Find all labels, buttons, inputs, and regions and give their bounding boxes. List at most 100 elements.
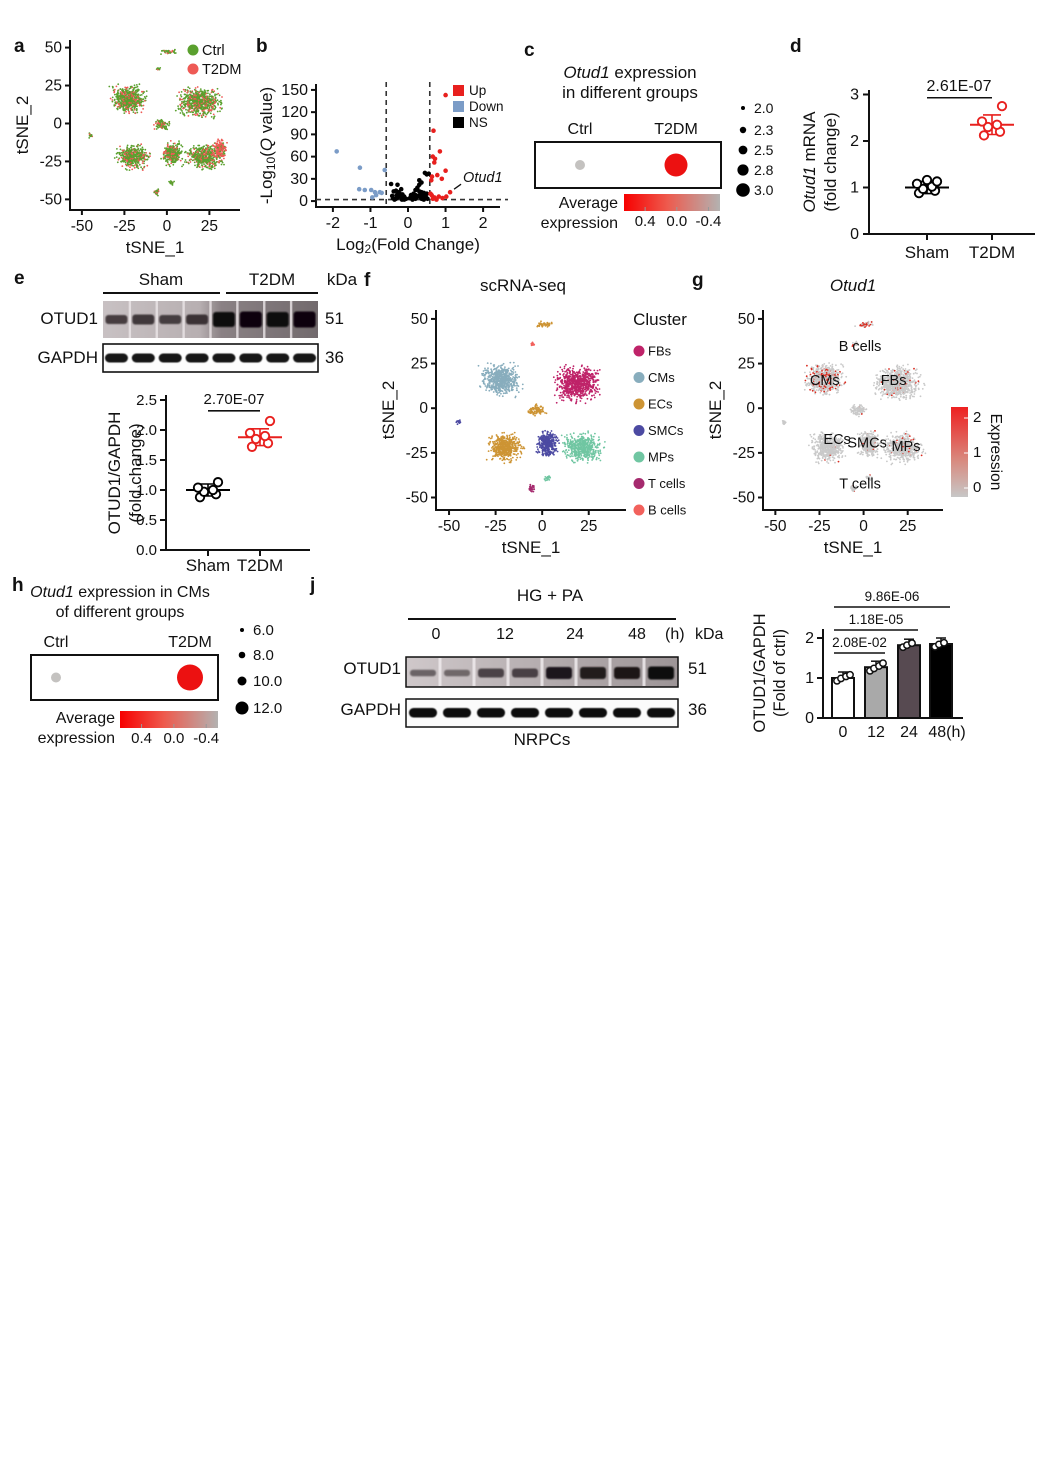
y-tick-label: 2 — [850, 133, 859, 150]
bar-data-point — [846, 670, 854, 679]
y-tick-label: 1 — [805, 670, 814, 687]
kda-header: kDa — [327, 270, 358, 289]
cluster-points-layer — [455, 320, 606, 493]
panel-b-label: b — [256, 36, 268, 57]
size-legend-dot — [739, 126, 747, 134]
y-tick-label: -50 — [406, 490, 429, 507]
p-value: 1.18E-05 — [849, 612, 904, 627]
y-tick-label: 25 — [411, 356, 428, 373]
size-legend-dot — [737, 164, 749, 176]
bar-24 — [897, 644, 921, 719]
panel-j-label: j — [310, 575, 316, 596]
group-label-T2DM: T2DM — [168, 634, 212, 651]
legend-swatch-ECs — [633, 398, 645, 410]
volcano-points-layer — [334, 92, 453, 202]
expression-colorbar — [951, 407, 968, 497]
y-tick-label: 1.5 — [136, 452, 157, 469]
y-axis-label: -Log10(Q value) — [257, 87, 278, 204]
dotplot-box — [30, 654, 219, 701]
dotplot-title-line1: Otud1 expression in CMs — [30, 584, 210, 601]
y-axis-label-line2: (fold change) — [126, 423, 145, 522]
y-tick-label: 0 — [53, 115, 62, 132]
time-label-12: 12 — [496, 626, 514, 643]
group-label-T2DM: T2DM — [237, 556, 283, 571]
gapdh-bands — [409, 708, 675, 718]
size-legend-value: 12.0 — [253, 700, 282, 717]
x-axis-label: Log2(Fold Change) — [336, 235, 480, 256]
axis-lines — [315, 84, 500, 208]
x-tick-label: -25 — [484, 518, 506, 535]
colorbar-tick: 0.4 — [635, 213, 656, 230]
y-tick-label: -25 — [406, 445, 428, 462]
y-tick-label: 50 — [738, 311, 756, 328]
legend-label-FBs: FBs — [648, 344, 672, 359]
size-legend-value: 2.0 — [754, 100, 774, 116]
cell-type-label-CMs: CMs — [810, 373, 840, 389]
y-tick-label: 25 — [738, 356, 755, 373]
treatment-label: HG + PA — [517, 586, 584, 605]
legend-swatch-SMCs — [633, 425, 645, 436]
x-tick-label: 0 — [163, 218, 172, 235]
dotplot-title-line2: in different groups — [562, 83, 698, 102]
colorbar-gradient — [120, 711, 218, 728]
legend-swatch-T cells — [633, 478, 645, 489]
y-tick-label: -50 — [40, 191, 63, 208]
protein-label-gapdh: GAPDH — [341, 700, 401, 719]
x-category-label: 0 — [839, 724, 848, 741]
panel-a-label: a — [14, 36, 25, 57]
x-tick-label: 2 — [479, 215, 488, 232]
x-category-label: 12 — [867, 724, 885, 741]
size-legend-value: 3.0 — [754, 182, 774, 198]
data-point — [250, 433, 262, 445]
size-legend-dot — [736, 183, 750, 197]
y-tick-label: 3 — [850, 87, 859, 104]
legend-swatch-MPs — [633, 451, 645, 463]
y-tick-label: 0 — [805, 710, 814, 727]
x-axis-label: tSNE_1 — [502, 538, 561, 557]
panel-title: Otud1 — [830, 276, 876, 295]
y-tick-label: 0.0 — [136, 542, 157, 559]
y-tick-label: 25 — [45, 78, 62, 95]
data-point — [244, 427, 256, 439]
x-tick-label: -25 — [113, 218, 135, 235]
x-tick-label: -50 — [438, 518, 461, 535]
cell-line-label: NRPCs — [514, 730, 571, 749]
colorbar-label-line2: expression — [38, 730, 115, 747]
kda-value-51: 51 — [325, 309, 344, 328]
otud1-bands — [105, 311, 316, 328]
expression-points-layer — [781, 320, 927, 493]
time-unit: (h) — [665, 626, 685, 643]
kda-value-36: 36 — [325, 348, 344, 367]
y-tick-label: -25 — [733, 445, 755, 462]
panel-c-label: c — [524, 40, 535, 61]
colorbar-label-line1: Average — [559, 195, 618, 212]
group-label-Ctrl: Ctrl — [44, 634, 69, 651]
y-tick-label: 0 — [746, 400, 755, 417]
size-legend-dot — [741, 106, 745, 110]
y-tick-label: 30 — [290, 171, 308, 188]
gene-callout-line — [453, 183, 462, 190]
y-tick-label: 120 — [281, 104, 308, 121]
x-tick-label: 0 — [859, 518, 868, 535]
x-tick-label: -2 — [326, 215, 340, 232]
legend-label-T2DM: T2DM — [202, 62, 241, 78]
data-point — [982, 121, 994, 133]
x-tick-label: 25 — [201, 218, 218, 235]
y-axis-label: tSNE_2 — [379, 381, 398, 440]
protein-label-otud1: OTUD1 — [40, 309, 98, 328]
time-label-48: 48 — [628, 626, 646, 643]
colorbar-tick: 0.4 — [131, 730, 152, 747]
legend-label-ECs: ECs — [648, 397, 673, 412]
x-tick-label: 25 — [580, 518, 597, 535]
dotplot-dot-Ctrl — [51, 672, 61, 683]
y-axis-label-line1: Otud1 mRNA — [800, 111, 819, 213]
legend-label-Ctrl: Ctrl — [202, 43, 225, 59]
y-tick-label: 0 — [850, 226, 859, 243]
legend-swatch-CMs — [633, 372, 645, 383]
x-axis-label: tSNE_1 — [126, 238, 185, 257]
legend-swatch-T2DM — [187, 63, 199, 75]
y-tick-label: 60 — [290, 149, 308, 166]
